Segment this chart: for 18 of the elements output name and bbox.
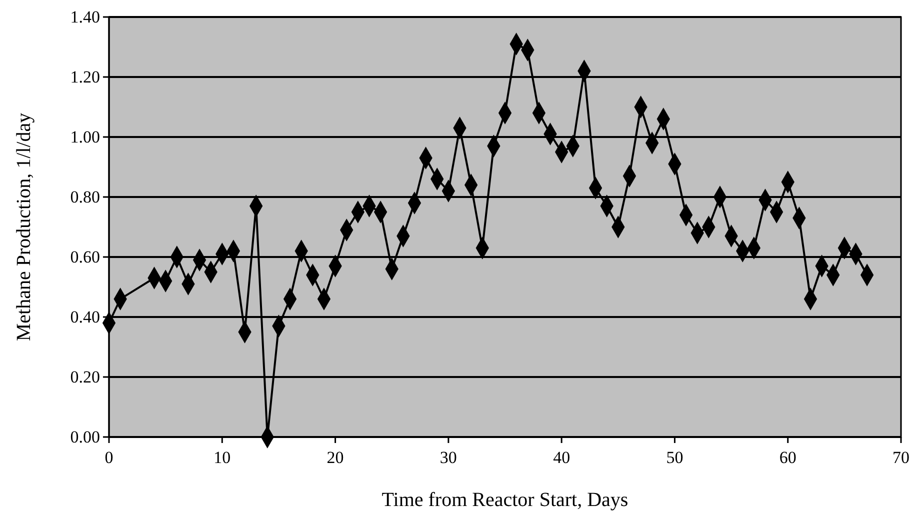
y-tick-label: 0.60 (70, 247, 100, 266)
x-tick-label: 70 (892, 448, 910, 467)
y-tick-label: 1.40 (70, 7, 100, 26)
x-tick-label: 30 (440, 448, 457, 467)
x-tick-label: 40 (553, 448, 570, 467)
x-axis-title: Time from Reactor Start, Days (382, 489, 628, 511)
y-axis-title: Methane Production, 1/l/day (13, 112, 35, 342)
y-tick-label: 1.20 (70, 67, 100, 86)
y-tick-label: 0.80 (70, 187, 100, 206)
y-tick-label: 0.40 (70, 307, 100, 326)
y-tick-label: 0.20 (70, 367, 100, 386)
x-tick-label: 0 (104, 448, 114, 467)
x-tick-label: 10 (214, 448, 231, 467)
y-tick-label: 1.00 (70, 127, 100, 146)
x-tick-label: 60 (779, 448, 796, 467)
x-tick-label: 50 (666, 448, 684, 467)
y-tick-label: 0.00 (70, 427, 100, 446)
x-tick-label: 20 (326, 448, 344, 467)
